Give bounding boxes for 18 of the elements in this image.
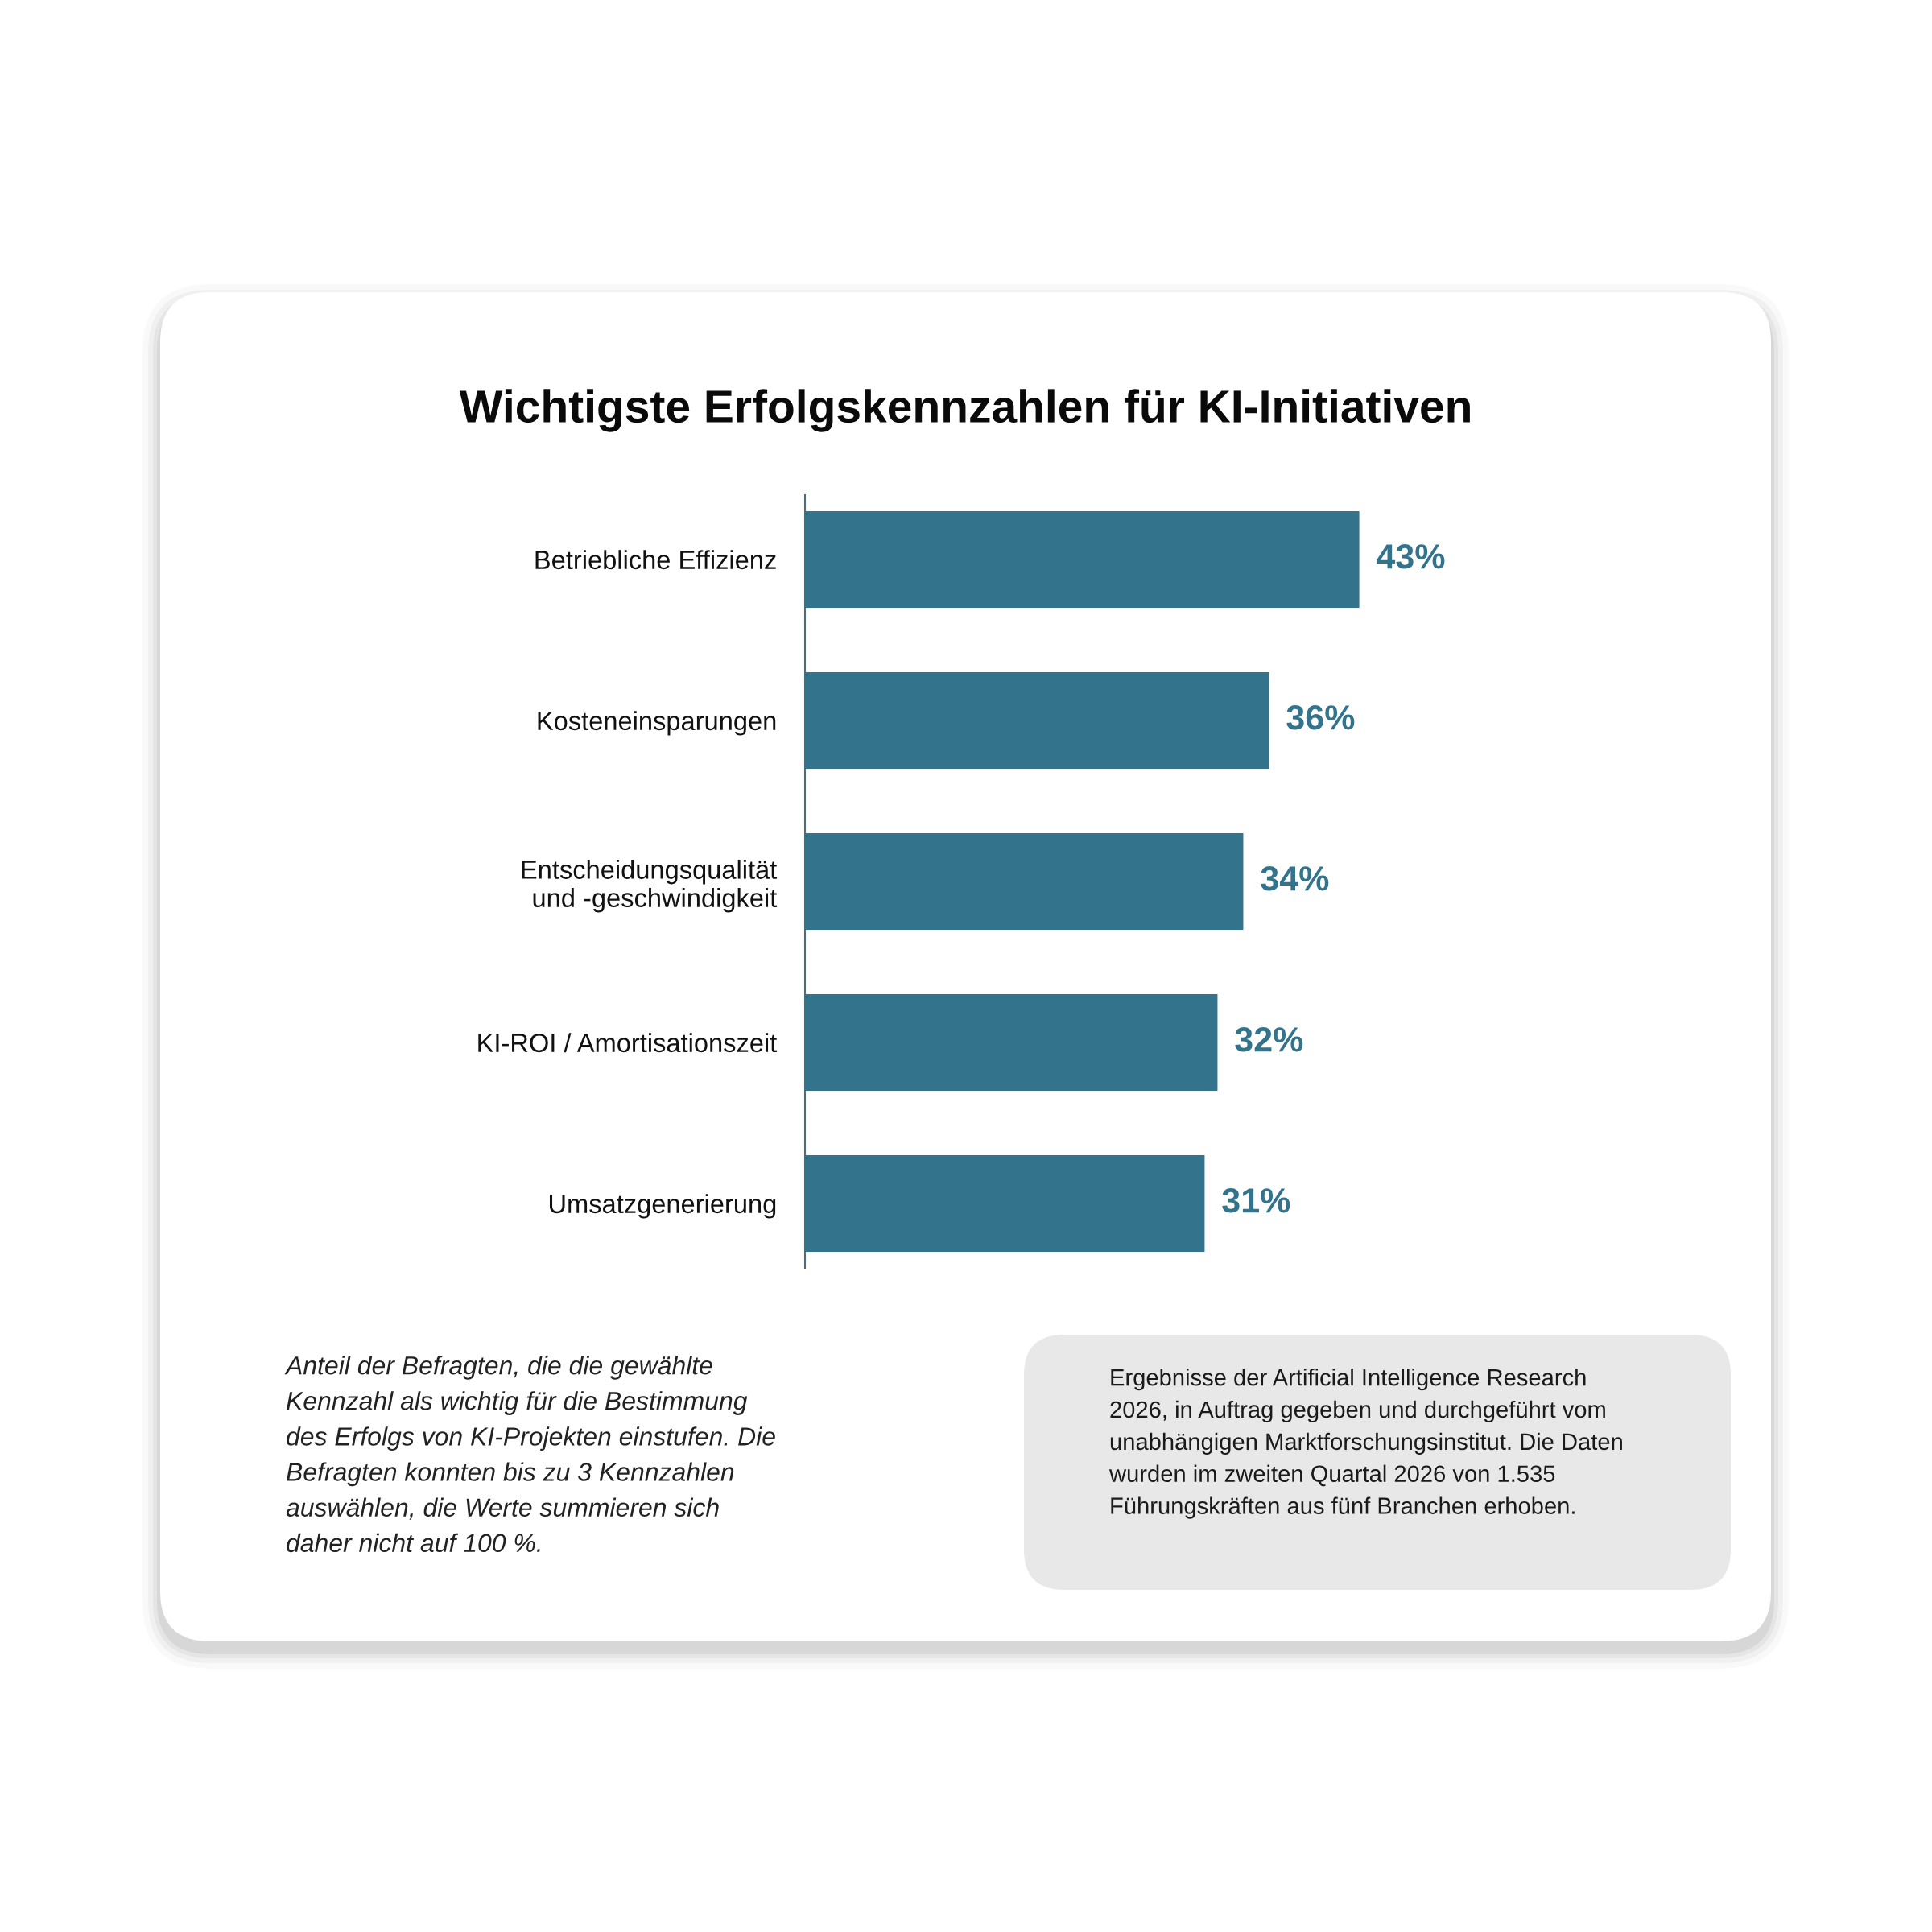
chart-title: Wichtigste Erfolgskennzahlen für KI-Initiativen bbox=[459, 389, 1470, 432]
y-tick-label: Umsatzgenerierung bbox=[549, 1194, 776, 1219]
data-label: 32% bbox=[1235, 1027, 1303, 1052]
bar bbox=[805, 994, 1218, 1091]
data-label: 43% bbox=[1377, 544, 1445, 569]
data-label: 34% bbox=[1261, 866, 1329, 891]
y-tick-label: Entscheidungsqualität und -geschwindigkeit bbox=[522, 859, 778, 913]
bar bbox=[805, 511, 1360, 608]
y-tick-label: KI-ROI / Amortisationszeit bbox=[478, 1033, 778, 1053]
y-tick-label: Betriebliche Effizienz bbox=[535, 550, 776, 570]
data-label: 36% bbox=[1286, 705, 1355, 730]
text: Ergebnisse der Artificial Intelligence Research 2026, in Auftrag gegeben und durchgeführt vom unabhängigen Marktforschungsinstitut. Die Daten wurden im zweiten Quartal 2026 von 1.535 Führungskräften aus fünf Branchen erhoben. bbox=[1108, 1368, 1622, 1519]
text: Anteil der Befragten, die die gewählte Kennzahl als wichtig für die Bestimmung des Erfolgs von KI-Projekten einstufen. Die Befragten konnten bis zu 3 Kennzahlen auswählen, die Werte summieren sich daher nicht auf 100 %. bbox=[284, 1356, 775, 1553]
data-label: 31% bbox=[1222, 1188, 1290, 1213]
bar bbox=[805, 1155, 1205, 1252]
bar bbox=[805, 833, 1244, 930]
y-tick-label: Kosteneinsparungen bbox=[538, 711, 776, 736]
bar bbox=[805, 672, 1269, 769]
